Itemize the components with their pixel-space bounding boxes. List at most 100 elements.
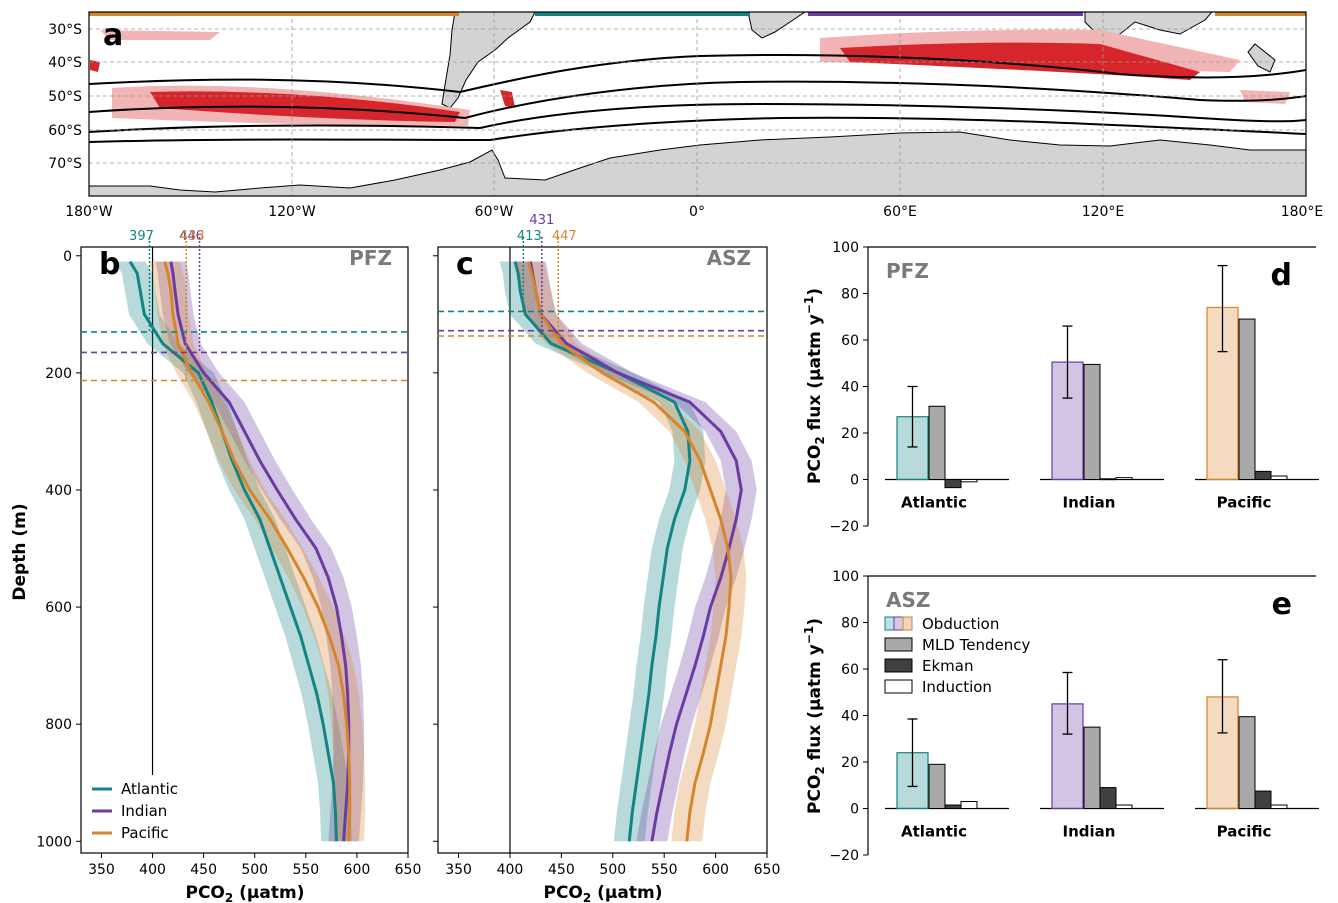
bar-induction-indian	[1115, 804, 1133, 810]
africa-land	[747, 12, 806, 39]
x-tick-label: 350	[88, 862, 115, 878]
fronts	[89, 53, 1306, 143]
legend-label-obduction: Obduction	[922, 615, 999, 633]
surface-value-label-indian: 431	[529, 213, 554, 228]
pco2-axis-label-c: PCO2 (μatm)	[543, 883, 662, 903]
x-tick-label: 500	[241, 862, 268, 878]
pacific-basin-strip-east	[1215, 12, 1306, 16]
x-tick-label: 650	[754, 862, 781, 878]
panel-label-a: a	[103, 18, 123, 53]
category-label-atlantic: Atlantic	[901, 823, 967, 841]
y-tick-label: 600	[45, 600, 72, 616]
surface-value-label-indian: 446	[179, 229, 204, 244]
x-tick-label: 450	[548, 862, 575, 878]
lat-tick: 60°S	[48, 123, 82, 139]
flux-panel-asz: 100 80 60 40 20 0 −20 Atlantic Indian Pacific ASZ e	[829, 569, 1319, 864]
bar-mld-atlantic	[928, 405, 946, 481]
bar-mld-pacific	[1238, 318, 1256, 481]
flux-legend: Obduction MLD Tendency Ekman Induction	[884, 615, 1030, 696]
profile-line-indian	[529, 261, 743, 842]
flux-panel-pfz: 100 80 60 40 20 0 −20 Atlantic Indian Pacific PFZ d	[829, 240, 1319, 535]
bar-ekman-indian	[1099, 478, 1117, 481]
legend-label-indian: Indian	[121, 802, 167, 820]
spread-band-pacific	[513, 261, 747, 842]
zone-label-asz: ASZ	[886, 588, 930, 612]
atlantic-basin-strip	[535, 12, 750, 16]
category-label-indian: Indian	[1063, 823, 1116, 841]
legend-swatch-induction	[884, 679, 913, 694]
legend-swatch-mld	[884, 637, 913, 652]
bar-ekman-atlantic	[944, 804, 962, 810]
y-tick-label: 400	[45, 483, 72, 499]
map-frame	[88, 11, 1307, 197]
y-tick-label: −20	[829, 519, 859, 535]
bar-mld-indian	[1083, 726, 1101, 809]
bar-induction-atlantic	[960, 479, 978, 483]
x-tick-label: 600	[702, 862, 729, 878]
x-tick-label: 650	[395, 862, 422, 878]
profile-legend: Atlantic Indian Pacific	[92, 780, 178, 842]
legend-label-pacific: Pacific	[121, 824, 169, 842]
bar-mld-pacific	[1238, 716, 1256, 809]
depth-axis-label: Depth (m)	[10, 503, 30, 600]
panel-label-e: e	[1272, 587, 1292, 622]
lat-tick: 40°S	[48, 55, 82, 71]
lat-tick: 70°S	[48, 156, 82, 172]
y-tick-label: 40	[841, 380, 859, 396]
spread-band-atlantic	[499, 261, 706, 842]
legend-label-mld: MLD Tendency	[922, 636, 1030, 654]
indian-basin-strip	[808, 12, 1083, 16]
category-label-atlantic: Atlantic	[901, 494, 967, 512]
lon-tick: 60°W	[475, 204, 514, 220]
australia-land	[1084, 12, 1213, 39]
y-tick-label: 200	[45, 366, 72, 382]
y-tick-label: 800	[45, 717, 72, 733]
x-tick-label: 400	[139, 862, 166, 878]
x-tick-label: 550	[651, 862, 678, 878]
lon-tick: 120°W	[268, 204, 316, 220]
legend-label-ekman: Ekman	[922, 657, 973, 675]
zone-label-pfz: PFZ	[349, 246, 392, 270]
bar-ekman-pacific	[1254, 470, 1272, 480]
profile-line-pacific	[527, 261, 733, 842]
legend-swatch-obduction	[884, 616, 913, 631]
zone-label-pfz: PFZ	[886, 259, 929, 283]
y-tick-label: −20	[829, 848, 859, 864]
map-lon-ticks: 180°W 120°W 60°W 0° 60°E 120°E 180°E	[65, 204, 1323, 220]
profile-line-atlantic	[128, 260, 338, 842]
surface-value-label-atlantic: 413	[517, 229, 542, 244]
spread-band-pacific	[149, 261, 366, 842]
new-zealand-land	[1247, 43, 1276, 73]
plot-frame	[80, 246, 409, 854]
bar-mld-indian	[1083, 363, 1101, 481]
pco2-axis-label-b: PCO2 (μatm)	[185, 883, 304, 903]
legend-label-induction: Induction	[922, 678, 992, 696]
x-tick-label: 600	[344, 862, 371, 878]
south-america-land	[441, 12, 536, 109]
zone-label-asz: ASZ	[707, 246, 751, 270]
bar-ekman-atlantic	[944, 479, 962, 489]
legend-label-atlantic: Atlantic	[121, 780, 178, 798]
lat-tick: 50°S	[48, 89, 82, 105]
y-tick-label: 80	[841, 616, 859, 632]
lat-tick: 30°S	[48, 22, 82, 38]
flux-axis-label-e: PCO2 flux (μatm y−1)	[802, 618, 827, 814]
plot-frame	[437, 246, 768, 854]
x-tick-label: 350	[445, 862, 472, 878]
y-tick-label: 0	[63, 249, 72, 265]
bar-induction-atlantic	[960, 801, 978, 810]
y-tick-label: 100	[832, 569, 859, 585]
panel-label-c: c	[456, 247, 474, 282]
y-tick-label: 40	[841, 709, 859, 725]
bar-ekman-indian	[1099, 787, 1117, 810]
y-tick-label: 0	[850, 473, 859, 489]
panel-label-b: b	[99, 247, 120, 282]
surface-value-label-atlantic: 397	[129, 229, 154, 244]
y-tick-label: 1000	[36, 834, 72, 850]
legend-swatch-ekman	[884, 658, 913, 673]
surface-value-label-pacific: 447	[552, 229, 577, 244]
pacific-basin-strip	[89, 12, 459, 16]
category-label-indian: Indian	[1063, 494, 1116, 512]
